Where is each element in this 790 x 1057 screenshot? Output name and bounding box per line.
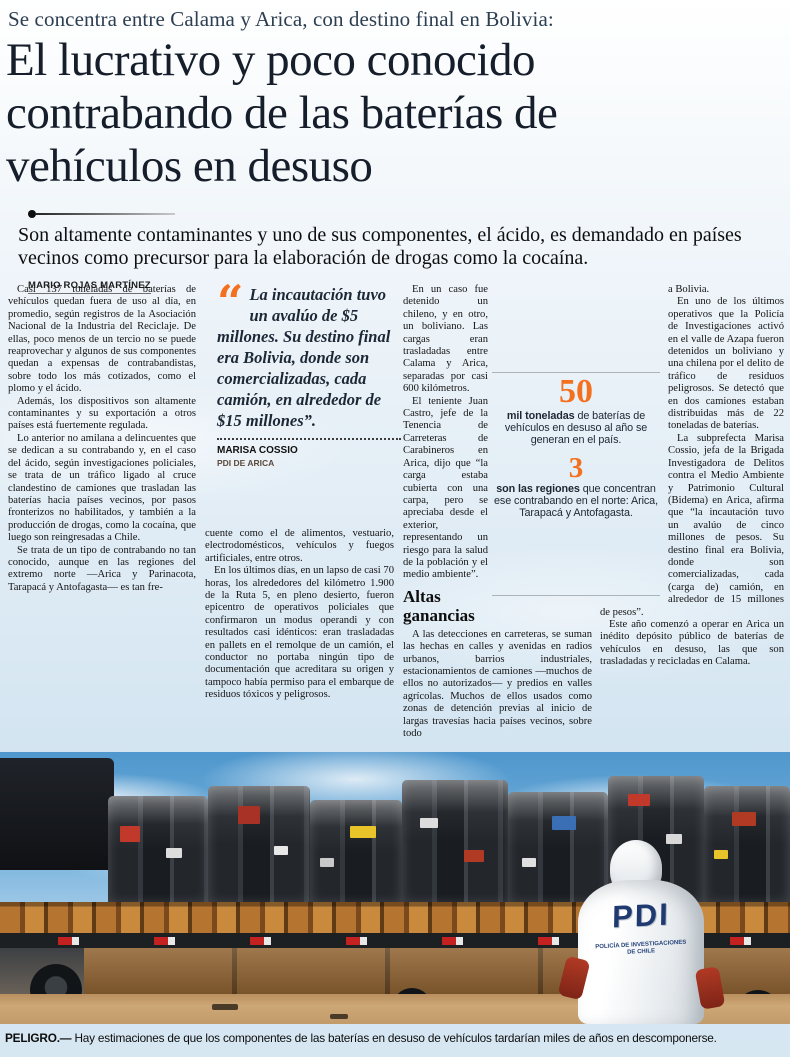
- battery-label: [320, 858, 334, 867]
- battery-label: [238, 806, 260, 824]
- battery-label: [666, 834, 682, 844]
- stat-rest-1: de baterías de vehículos en desuso al añ…: [504, 410, 648, 447]
- section-header: Altas ganancias: [403, 586, 475, 625]
- quote-dotted-rule: [217, 438, 401, 440]
- column-4: a Bolivia. En uno de los últimos operati…: [600, 284, 784, 669]
- stat-value-3: 3: [568, 451, 584, 484]
- quote-mark-icon: “: [217, 275, 244, 329]
- paragraph: Se trata de un tipo de contrabando no ta…: [8, 544, 196, 593]
- paragraph: Además, los dispositivos son altamente c…: [8, 395, 196, 432]
- quote-author: MARISA COSSIO: [217, 445, 298, 456]
- ground-debris: [330, 1014, 348, 1019]
- column-2: “ La incautación tuvo un avalúo de $5 mi…: [205, 275, 401, 702]
- column-1: Casi 137 toneladas de baterías de vehícu…: [8, 284, 196, 594]
- battery-label: [274, 846, 288, 855]
- paragraph: A las detecciones en carreteras, se suma…: [403, 628, 592, 740]
- ground-debris: [212, 1004, 238, 1010]
- battery-label: [350, 826, 376, 838]
- officer-suit: [578, 880, 704, 1024]
- paragraph: Lo anterior no amilana a delincuentes qu…: [8, 432, 196, 544]
- battery-stack: [208, 786, 310, 904]
- battery-stack: [310, 800, 402, 904]
- deck: Son altamente contaminantes y uno de sus…: [18, 224, 742, 270]
- pull-quote: “ La incautación tuvo un avalúo de $5 mi…: [205, 275, 401, 524]
- paragraph: En uno de los últimos operativos que la …: [668, 296, 784, 432]
- paragraph: cuente como el de alimentos, vestuario, …: [205, 528, 394, 564]
- battery-label: [420, 818, 438, 828]
- stat-rest-2: que concentran ese contrabando en el nor…: [494, 482, 658, 520]
- photo-caption: PELIGRO.— Hay estimaciones de que los co…: [5, 1031, 787, 1045]
- battery-stack: [402, 780, 508, 904]
- battery-label: [732, 812, 756, 826]
- battery-label: [522, 858, 536, 867]
- paragraph: Casi 137 toneladas de baterías de vehícu…: [8, 284, 196, 395]
- battery-stack: [108, 796, 208, 904]
- kicker: Se concentra entre Calama y Arica, con d…: [8, 7, 554, 31]
- paragraph: El teniente Juan Castro, jefe de la Tene…: [403, 395, 488, 581]
- battery-label: [552, 816, 576, 830]
- battery-stack: [508, 792, 608, 904]
- stat-text-1: mil toneladas de baterías de vehículos e…: [492, 410, 660, 447]
- battery-label: [628, 794, 650, 806]
- truck-cab: [0, 758, 114, 870]
- column-3: En un caso fue detenido un chileno, y en…: [403, 284, 592, 740]
- stats-box: 50 mil toneladas de baterías de vehículo…: [492, 372, 660, 596]
- byline: MARIO ROJAS MARTÍNEZ: [28, 280, 151, 294]
- headline-divider: [28, 210, 178, 218]
- paragraph: En los últimos días, en un lapso de casi…: [205, 565, 394, 701]
- pdi-officer: PDI POLICÍA DE INVESTIGACIONES DE CHILE: [557, 840, 726, 1024]
- stat-value-50: 50: [559, 373, 593, 410]
- reflective-stripes: [0, 937, 790, 945]
- battery-label: [166, 848, 182, 858]
- quote-author-role: PDI DE ARICA: [217, 458, 275, 469]
- stat-lead-2: son las regiones: [496, 482, 580, 495]
- caption-text: Hay estimaciones de que los componentes …: [71, 1031, 717, 1045]
- stat-text-2: son las regiones que concentran ese cont…: [492, 483, 660, 520]
- divider-line: [35, 213, 175, 215]
- paragraph: Este año comenzó a operar en Arica un in…: [600, 618, 784, 668]
- battery-label: [464, 850, 484, 862]
- caption-lead: PELIGRO.—: [5, 1031, 72, 1045]
- paragraph: En un caso fue detenido un chileno, y en…: [403, 284, 488, 395]
- pdi-suit-text: PDI: [611, 896, 671, 935]
- battery-label: [120, 826, 140, 842]
- battery-stack: [704, 786, 790, 904]
- headline: El lucrativo y poco conocido contrabando…: [6, 34, 558, 193]
- article-photo: PDI POLICÍA DE INVESTIGACIONES DE CHILE: [0, 752, 790, 1024]
- paragraph: La subprefecta Marisa Cossio, jefa de la…: [600, 432, 784, 618]
- pull-quote-text: La incautación tuvo un avalúo de $5 mill…: [217, 285, 391, 430]
- divider-bullet: [28, 210, 36, 218]
- battery-label: [714, 850, 728, 859]
- paragraph: a Bolivia.: [668, 284, 710, 295]
- stat-lead-1: mil toneladas: [506, 410, 575, 422]
